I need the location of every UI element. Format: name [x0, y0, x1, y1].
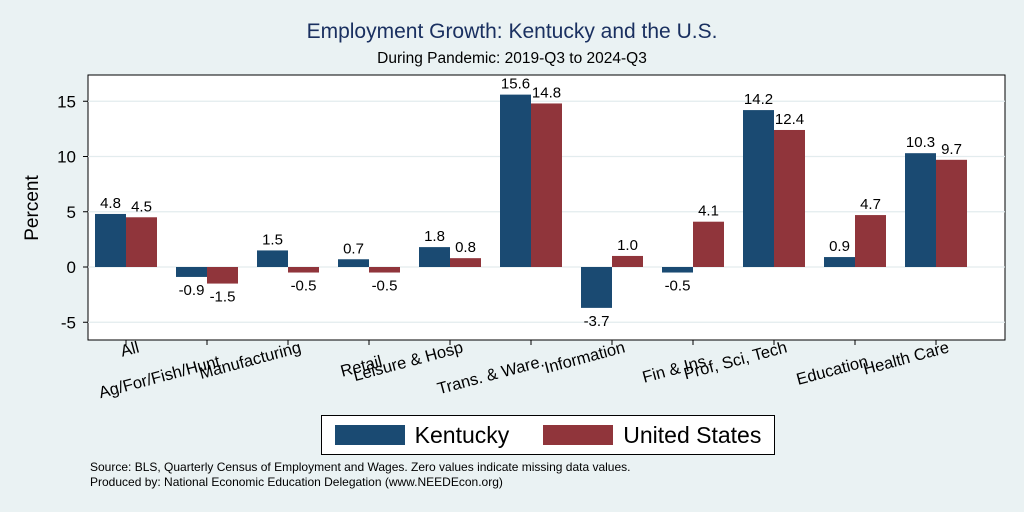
data-labels: 4.8 -0.9 1.5 0.7 1.8 15.6 -3.7 -0.5 14.2 0.9 10.3 4…	[100, 76, 962, 330]
bar-kentucky	[905, 153, 936, 267]
data-label: 0.8	[455, 239, 476, 256]
y-tick-label: -5	[61, 313, 76, 332]
bar-kentucky	[176, 267, 207, 277]
legend: Kentucky United States	[321, 415, 775, 455]
data-label: 1.8	[424, 228, 445, 245]
data-label: 0.7	[343, 240, 364, 257]
chart-subtitle: During Pandemic: 2019-Q3 to 2024-Q3	[377, 50, 647, 67]
bar-kentucky	[581, 267, 612, 308]
bar-kentucky	[743, 110, 774, 267]
bar-kentucky	[95, 213, 126, 267]
bar-kentucky	[662, 267, 693, 273]
x-tick-label: Education	[794, 352, 870, 388]
data-label: -0.5	[291, 278, 317, 295]
data-label: 1.5	[262, 231, 283, 248]
legend-item-kentucky: Kentucky	[334, 421, 510, 449]
data-label: -1.5	[210, 289, 236, 306]
x-tick-label: Information	[543, 338, 627, 377]
bar-united-states	[531, 103, 562, 268]
y-axis-label: Percent	[22, 175, 43, 241]
bar-kentucky	[338, 259, 369, 267]
legend-item-united-states: United States	[543, 422, 761, 449]
bar-kentucky	[824, 257, 855, 267]
data-label: 10.3	[906, 134, 935, 151]
legend-swatch-united-states	[543, 425, 614, 445]
data-label: 15.6	[501, 76, 530, 93]
y-tick-label: 15	[57, 92, 76, 111]
y-axis: -5 0 5 10 15	[57, 92, 88, 332]
x-tick-label: Prof, Sci, Tech	[682, 338, 789, 383]
data-label: 12.4	[775, 111, 804, 128]
bar-kentucky	[500, 94, 531, 268]
bar-kentucky	[419, 247, 450, 267]
data-label: 4.8	[100, 195, 121, 212]
data-label: 4.7	[860, 196, 881, 213]
bar-kentucky	[257, 250, 288, 267]
legend-label-kentucky: Kentucky	[414, 421, 510, 448]
legend-swatch-kentucky	[334, 425, 405, 445]
y-tick-label: 0	[67, 258, 76, 277]
x-tick-label: Health Care	[861, 338, 951, 378]
x-tick-label: Manufacturing	[197, 338, 303, 382]
source-text: Source: BLS, Quarterly Census of Employm…	[90, 460, 631, 474]
bar-united-states	[774, 129, 805, 267]
produced-by-text: Produced by: National Economic Education…	[90, 475, 503, 489]
data-label: 4.1	[698, 203, 719, 220]
data-label: -3.7	[584, 313, 610, 330]
data-label: -0.9	[179, 282, 205, 299]
bar-united-states	[450, 258, 481, 267]
y-tick-label: 5	[67, 203, 76, 222]
data-label: 0.9	[829, 238, 850, 255]
bar-united-states	[693, 221, 724, 267]
data-label: 4.5	[131, 198, 152, 215]
bar-united-states	[855, 215, 886, 267]
bar-united-states	[612, 255, 643, 267]
data-label: -0.5	[665, 278, 691, 295]
y-tick-label: 10	[57, 148, 76, 167]
data-label: 9.7	[941, 141, 962, 158]
bar-united-states	[369, 267, 400, 273]
chart-title: Employment Growth: Kentucky and the U.S.	[306, 20, 718, 43]
bar-united-states	[936, 159, 967, 267]
data-label: 1.0	[617, 237, 638, 254]
bars	[95, 94, 967, 308]
bar-united-states	[207, 267, 238, 284]
legend-label-united-states: United States	[623, 421, 762, 448]
data-label: -0.5	[372, 278, 398, 295]
x-tick-label: All	[119, 338, 141, 360]
bar-united-states	[288, 267, 319, 273]
source-note: Source: BLS, Quarterly Census of Employm…	[90, 460, 630, 490]
data-label: 14.2	[744, 91, 773, 108]
data-label: 14.8	[532, 84, 561, 101]
bar-united-states	[126, 217, 157, 267]
